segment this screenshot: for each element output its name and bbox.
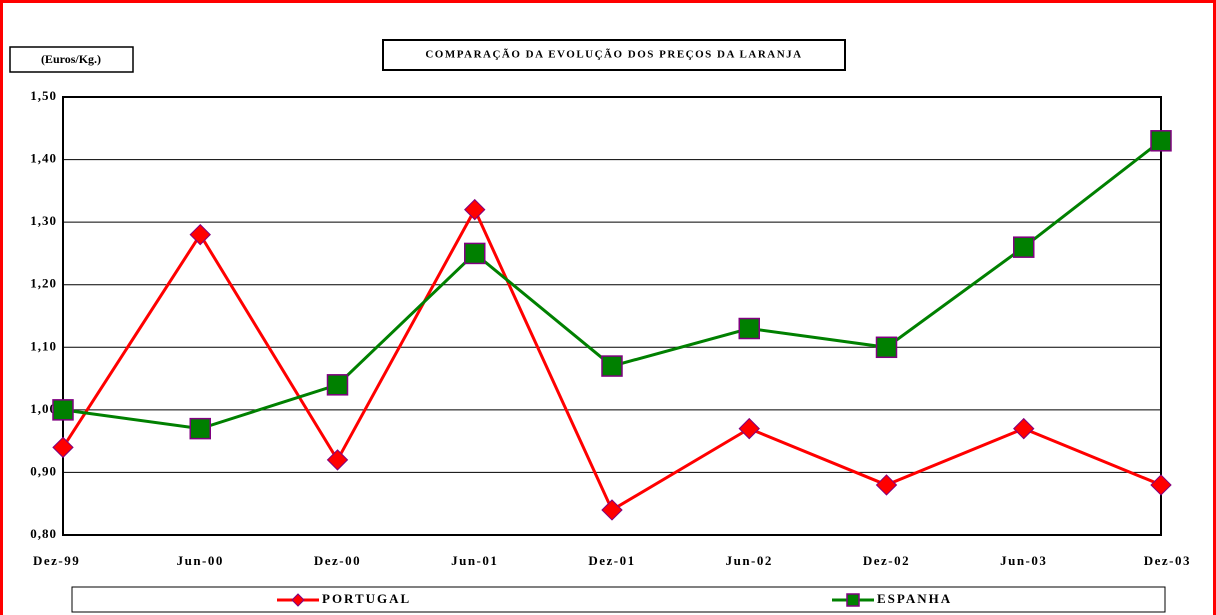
x-tick-label: Jun-03	[1000, 553, 1047, 568]
data-point	[464, 242, 486, 265]
data-point	[326, 374, 349, 396]
y-tick-label: 0,90	[30, 463, 57, 478]
x-tick-label: Dez-02	[863, 553, 910, 568]
data-point	[1013, 417, 1035, 440]
legend-label: ESPANHA	[877, 591, 952, 606]
data-point	[1013, 236, 1035, 258]
legend-box	[71, 586, 1166, 613]
legend-marker	[846, 593, 860, 607]
data-point	[875, 336, 898, 359]
legend-marker	[291, 593, 305, 607]
y-tick-label: 1,40	[30, 151, 57, 166]
y-tick-label: 1,50	[30, 88, 57, 103]
data-point	[601, 355, 623, 377]
x-tick-label: Dez-01	[588, 553, 635, 568]
data-point	[1150, 130, 1172, 152]
data-point	[875, 474, 898, 496]
plot-border	[62, 96, 1162, 536]
x-tick-label: Jun-02	[726, 553, 773, 568]
data-point	[738, 317, 760, 340]
y-label-box	[9, 46, 134, 73]
x-tick-label: Dez-99	[33, 553, 80, 568]
data-point	[601, 499, 623, 521]
x-tick-label: Dez-03	[1144, 553, 1191, 568]
legend-label: PORTUGAL	[322, 591, 411, 606]
data-point	[738, 417, 760, 440]
data-point	[464, 198, 486, 221]
x-tick-label: Jun-01	[451, 553, 498, 568]
x-tick-label: Jun-00	[177, 553, 224, 568]
data-point	[326, 449, 349, 471]
y-tick-label: 1,30	[30, 213, 57, 228]
y-axis-label: (Euros/Kg.)	[41, 52, 101, 66]
data-point	[189, 417, 211, 440]
data-point	[189, 223, 211, 246]
data-point	[1150, 474, 1172, 496]
y-tick-label: 1,10	[30, 338, 57, 353]
data-point	[52, 399, 74, 421]
y-tick-label: 1,00	[30, 401, 57, 416]
x-tick-label: Dez-00	[314, 553, 361, 568]
data-point	[52, 436, 74, 459]
chart-title: COMPARAÇÃO DA EVOLUÇÃO DOS PREÇOS DA LAR…	[425, 49, 802, 61]
y-tick-label: 0,80	[30, 526, 57, 541]
title-box	[382, 39, 846, 71]
y-tick-label: 1,20	[30, 276, 57, 291]
